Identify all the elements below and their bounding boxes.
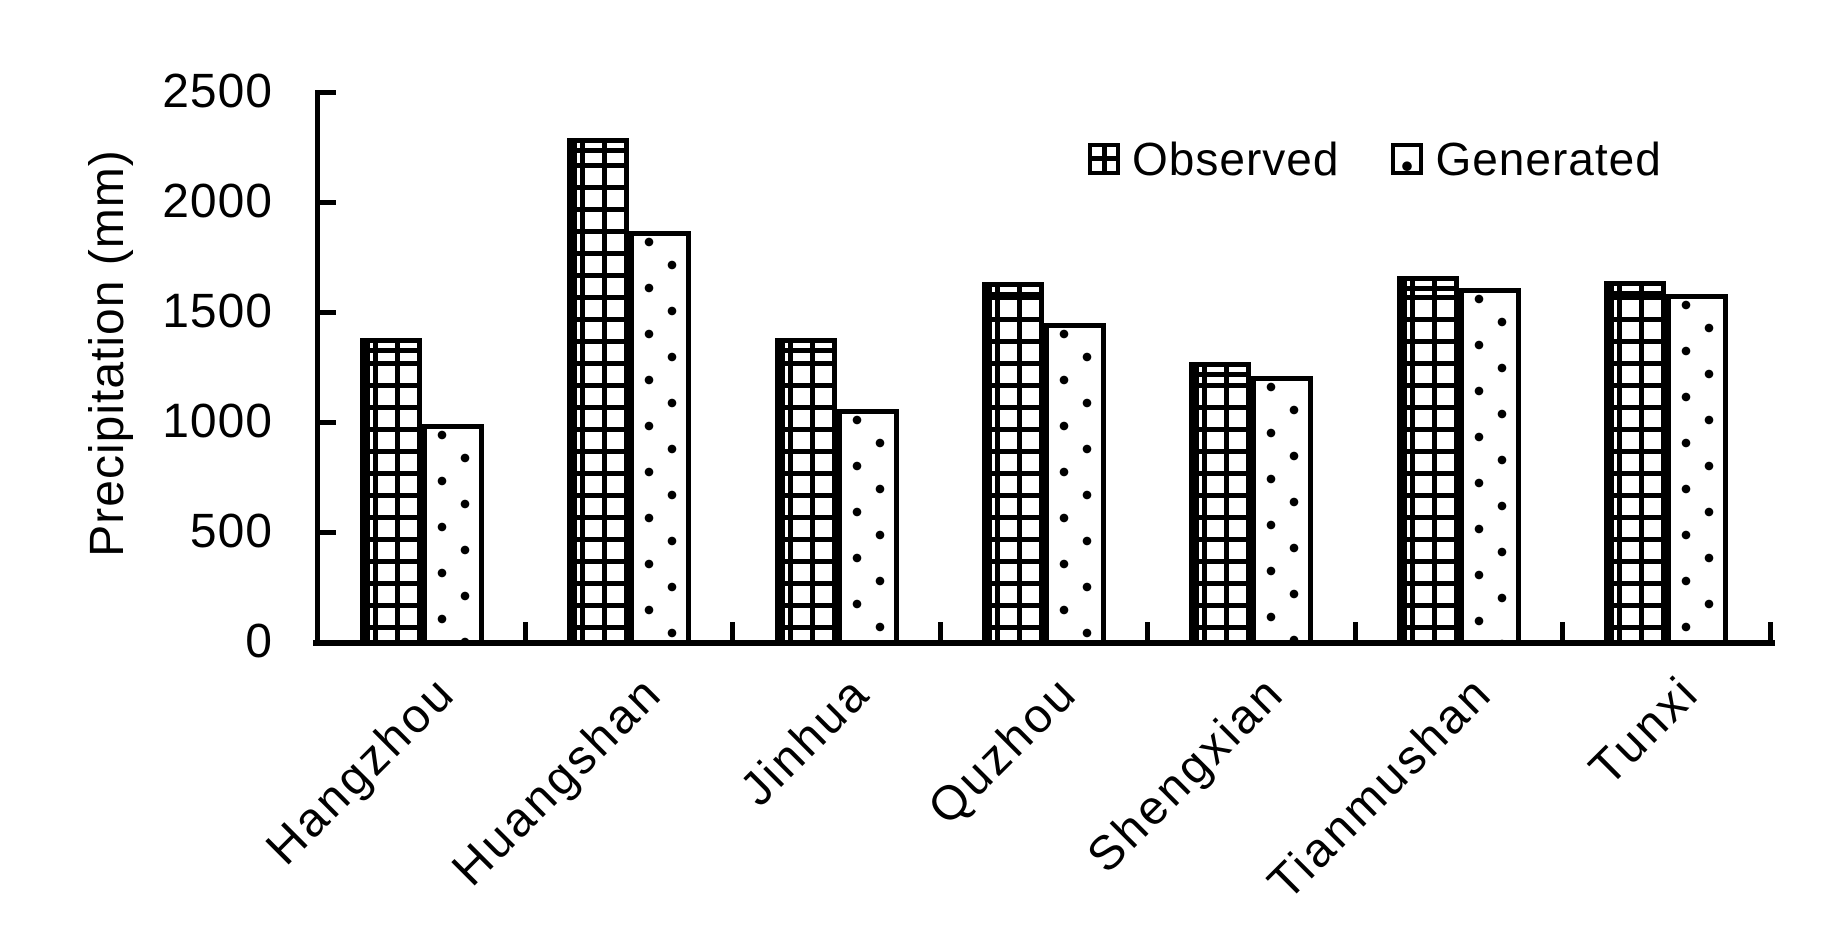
y-axis-tick-2500 bbox=[320, 89, 336, 95]
observed-grid-swatch-icon bbox=[1088, 143, 1120, 175]
y-axis-title: Precipitation (mm) bbox=[81, 149, 134, 557]
generated-dots-swatch-icon bbox=[1391, 143, 1424, 175]
bar-generated-shengxian bbox=[1251, 375, 1314, 642]
y-tick-label-1500: 1500 bbox=[162, 285, 273, 338]
bar-generated-huangshan bbox=[629, 230, 692, 642]
x-axis-tick-4 bbox=[1145, 622, 1151, 640]
y-axis-tick-1000 bbox=[320, 419, 336, 425]
x-axis-tick-3 bbox=[937, 622, 943, 640]
bar-observed-hangzhou bbox=[359, 338, 422, 642]
bar-generated-tunxi bbox=[1666, 294, 1729, 642]
bar-observed-quzhou bbox=[982, 282, 1044, 642]
y-tick-label-500: 500 bbox=[189, 505, 273, 558]
bar-observed-jinhua bbox=[774, 338, 837, 642]
bar-generated-quzhou bbox=[1044, 323, 1106, 642]
legend-item-observed: Observed bbox=[1088, 136, 1339, 182]
y-axis-tick-500 bbox=[320, 529, 336, 535]
y-tick-label-2500: 2500 bbox=[162, 65, 273, 118]
x-axis-tick-7 bbox=[1767, 622, 1773, 640]
bar-generated-tianmushan bbox=[1458, 287, 1521, 642]
y-tick-label-2000: 2000 bbox=[162, 175, 273, 228]
legend: Observed Generated bbox=[1088, 136, 1662, 182]
y-tick-label-0: 0 bbox=[245, 615, 273, 668]
x-axis-tick-6 bbox=[1560, 622, 1566, 640]
y-axis-tick-2000 bbox=[320, 199, 336, 205]
bar-observed-tianmushan bbox=[1396, 275, 1459, 642]
legend-label-observed: Observed bbox=[1132, 133, 1340, 185]
bar-observed-huangshan bbox=[567, 138, 630, 642]
x-axis-line bbox=[313, 640, 1775, 646]
x-axis-tick-5 bbox=[1352, 622, 1358, 640]
bar-observed-tunxi bbox=[1604, 281, 1667, 642]
legend-label-generated: Generated bbox=[1435, 133, 1662, 185]
bar-generated-hangzhou bbox=[421, 424, 484, 642]
y-axis-tick-1500 bbox=[320, 309, 336, 315]
x-axis-tick-1 bbox=[522, 622, 528, 640]
y-axis-line bbox=[315, 90, 320, 646]
legend-item-generated: Generated bbox=[1391, 136, 1661, 182]
bar-generated-jinhua bbox=[836, 408, 899, 642]
x-axis-tick-2 bbox=[730, 622, 736, 640]
bar-observed-shengxian bbox=[1189, 361, 1252, 642]
y-tick-label-1000: 1000 bbox=[162, 395, 273, 448]
